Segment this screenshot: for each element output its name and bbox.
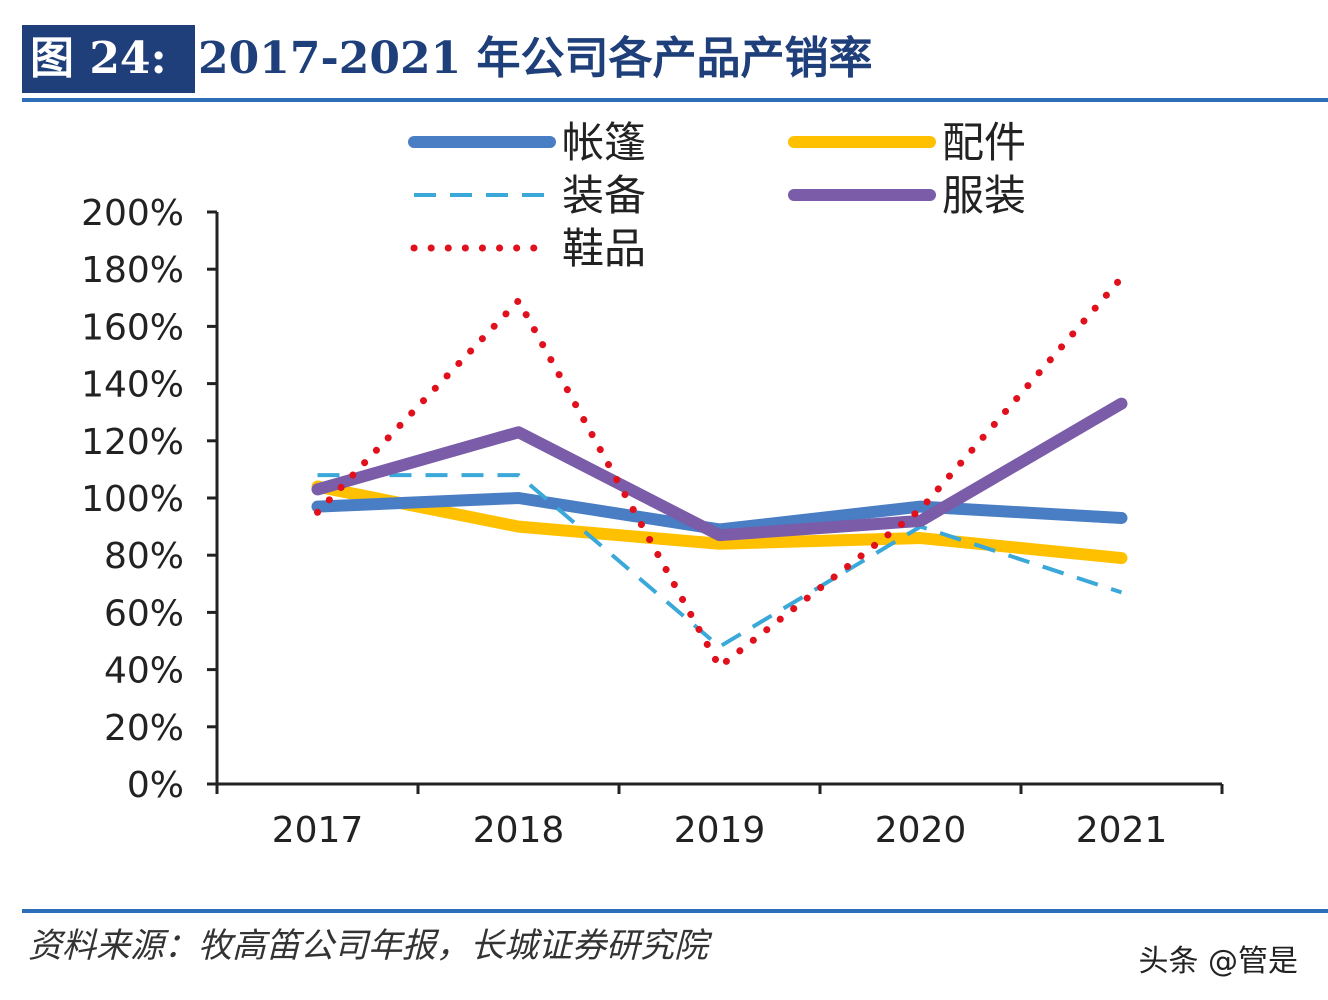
watermark: 头条 @管是 — [1138, 944, 1298, 979]
y-tick-label: 140% — [81, 365, 184, 406]
y-tick-label: 20% — [104, 708, 184, 749]
series-line-2 — [317, 473, 1123, 650]
y-tick-label: 0% — [127, 765, 184, 806]
y-tick-label: 80% — [104, 536, 184, 577]
y-tick-label: 40% — [104, 651, 184, 692]
y-tick-label: 180% — [81, 250, 184, 291]
x-tick-label: 2020 — [875, 810, 967, 851]
x-tick-label: 2021 — [1076, 810, 1168, 851]
legend-label: 配件 — [942, 118, 1026, 167]
chart-title: 2017-2021 年公司各产品产销率 — [198, 33, 873, 84]
legend-label: 帐篷 — [562, 118, 646, 167]
series-line-1 — [311, 480, 1128, 565]
x-tick-label: 2019 — [674, 810, 766, 851]
y-tick-label: 160% — [81, 307, 184, 348]
figure-label: 图 24: — [22, 25, 195, 93]
bottom-divider — [22, 909, 1328, 913]
top-divider — [22, 98, 1328, 102]
x-tick-label: 2018 — [473, 810, 565, 851]
legend-label: 装备 — [562, 171, 646, 220]
series-line-3 — [311, 397, 1128, 542]
y-tick-label: 100% — [81, 479, 184, 520]
legend-label: 服装 — [942, 171, 1026, 220]
y-tick-label: 60% — [104, 593, 184, 634]
y-tick-label: 120% — [81, 422, 184, 463]
legend-label: 鞋品 — [562, 224, 646, 273]
source-note: 资料来源：牧高笛公司年报，长城证券研究院 — [28, 926, 708, 966]
x-tick-label: 2017 — [272, 810, 364, 851]
y-tick-label: 200% — [81, 193, 184, 234]
